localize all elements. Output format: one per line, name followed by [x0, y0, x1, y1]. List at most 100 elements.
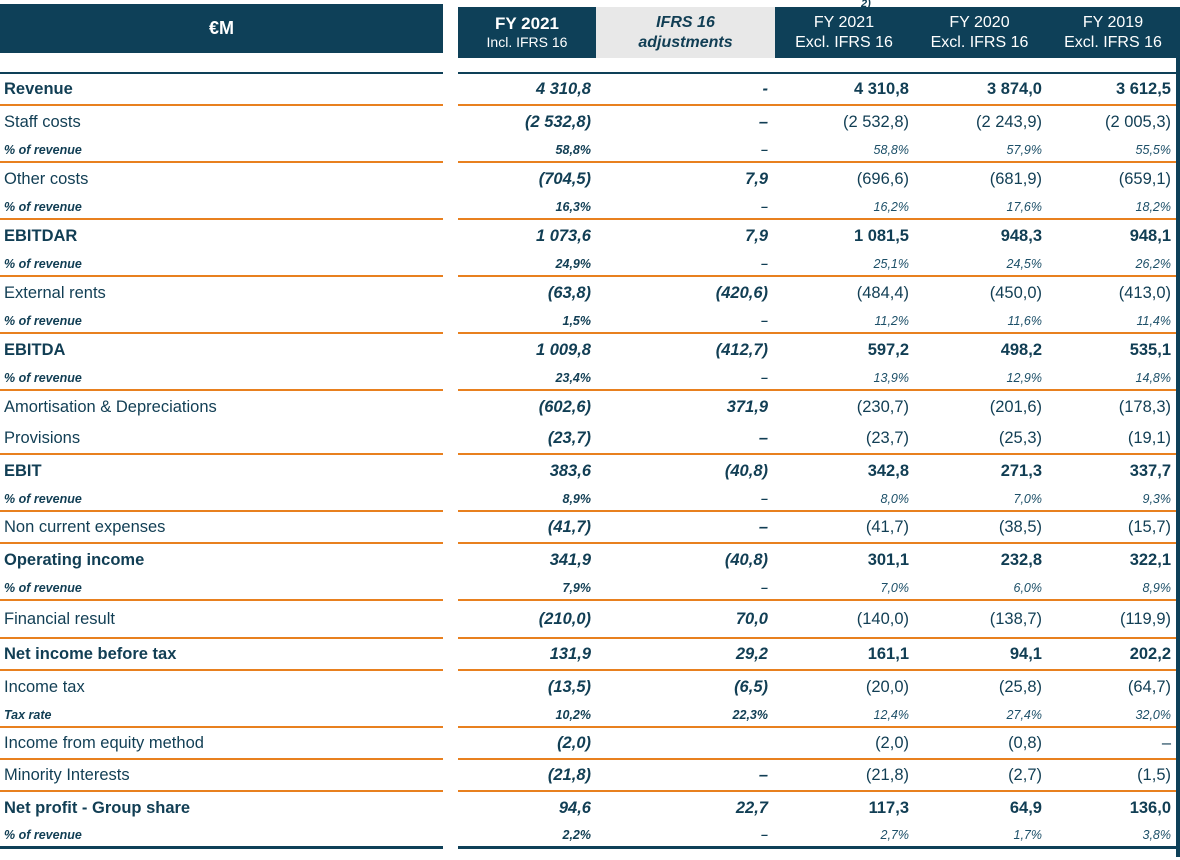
cell-fy2019-excl: 202,2 [1129, 644, 1171, 663]
cell-fy2019-excl: 136,0 [1129, 798, 1171, 817]
table-row: % of revenue 8,9% – 8,0% 7,0% 9,3% [0, 487, 1180, 512]
row-values: 7,9% – 7,0% 6,0% 8,9% [458, 576, 1180, 601]
column-header-line2: Excl. IFRS 16 [930, 33, 1029, 51]
cell-fy2019-excl: 322,1 [1129, 550, 1171, 569]
row-label-panel: Staff costs [0, 106, 443, 138]
row-values: (23,7) – (23,7) (25,3) (19,1) [458, 423, 1180, 455]
row-values: (2 532,8) – (2 532,8) (2 243,9) (2 005,3… [458, 106, 1180, 138]
row-label-panel: Net profit - Group share [0, 792, 443, 824]
unit-label: €M [208, 18, 234, 39]
cell-fy2019-excl: 948,1 [1129, 226, 1171, 245]
table-row: EBITDA 1 009,8 (412,7) 597,2 498,2 535,1 [0, 334, 1180, 366]
cell-fy2021-incl: (2 532,8) [524, 112, 591, 131]
row-label: Tax rate [4, 707, 52, 722]
table-row: Net profit - Group share 94,6 22,7 117,3… [0, 792, 1180, 824]
column-header-line1: IFRS 16 [656, 13, 715, 31]
row-values: (602,6) 371,9 (230,7) (201,6) (178,3) [458, 391, 1180, 423]
row-label-panel: Amortisation & Depreciations [0, 391, 443, 423]
cell-fy2019-excl: (19,1) [1127, 428, 1171, 447]
cell-fy2020-excl: (25,3) [998, 428, 1042, 447]
table-row: Operating income 341,9 (40,8) 301,1 232,… [0, 544, 1180, 576]
cell-fy2021-excl: 342,8 [867, 461, 909, 480]
table-row: Income tax (13,5) (6,5) (20,0) (25,8) (6… [0, 671, 1180, 703]
row-label-panel: Financial result [0, 601, 443, 639]
table-row: Revenue 4 310,8 - 4 310,8 3 874,0 3 612,… [0, 74, 1180, 106]
table-row: Income from equity method (2,0) (2,0) (0… [0, 728, 1180, 760]
cell-fy2021-incl: (63,8) [547, 283, 591, 302]
row-values: 23,4% – 13,9% 12,9% 14,8% [458, 366, 1180, 391]
row-label: Financial result [4, 609, 115, 628]
cell-fy2019-excl: (659,1) [1118, 169, 1171, 188]
row-values: (210,0) 70,0 (140,0) (138,7) (119,9) [458, 601, 1180, 639]
unit-header-cell: €M [0, 4, 443, 53]
cell-fy2021-excl: (696,6) [856, 169, 909, 188]
cell-fy2019-excl: 18,2% [1135, 199, 1171, 214]
cell-fy2019-excl: (2 005,3) [1104, 112, 1171, 131]
header-separator [0, 66, 1180, 74]
cell-fy2020-excl: (0,8) [1008, 733, 1042, 752]
cell-fy2020-excl: 24,5% [1006, 256, 1042, 271]
cell-fy2021-incl: (23,7) [547, 428, 591, 447]
cell-fy2020-excl: (681,9) [989, 169, 1042, 188]
cell-fy2019-excl: (413,0) [1118, 283, 1171, 302]
cell-fy2021-incl: (210,0) [538, 609, 591, 628]
cell-fy2019-excl: 26,2% [1135, 256, 1171, 271]
cell-fy2021-incl: 16,3% [555, 199, 591, 214]
cell-fy2021-excl: 117,3 [868, 798, 909, 817]
row-label-panel: Net income before tax [0, 639, 443, 671]
column-gap [443, 512, 458, 544]
cell-fy2021-excl: 11,2% [874, 313, 909, 328]
cell-fy2021-excl: (2 532,8) [842, 112, 909, 131]
cell-fy2020-excl: 11,6% [1007, 313, 1042, 328]
row-label-panel: External rents [0, 277, 443, 309]
table-row: % of revenue 16,3% – 16,2% 17,6% 18,2% [0, 195, 1180, 220]
column-header-line1: FY 2021 [495, 14, 559, 34]
cell-fy2021-excl: 597,2 [867, 340, 909, 359]
row-label: Staff costs [4, 112, 81, 131]
column-gap [443, 138, 458, 163]
row-values: 383,6 (40,8) 342,8 271,3 337,7 [458, 455, 1180, 487]
row-label: % of revenue [4, 370, 82, 385]
table-row: Amortisation & Depreciations (602,6) 371… [0, 391, 1180, 423]
cell-ifrs16-adjustments: – [761, 828, 768, 842]
row-label: % of revenue [4, 142, 82, 157]
cell-fy2019-excl: 8,9% [1142, 580, 1172, 595]
column-header-fy2019-excl: FY 2019 Excl. IFRS 16 [1046, 7, 1180, 58]
column-header-line2: Excl. IFRS 16 [1064, 33, 1162, 51]
row-label: % of revenue [4, 491, 82, 506]
column-gap [443, 309, 458, 334]
cell-fy2021-excl: (21,8) [865, 765, 909, 784]
row-label: Income from equity method [4, 733, 204, 752]
row-label-panel: % of revenue [0, 576, 443, 601]
table-row: Provisions (23,7) – (23,7) (25,3) (19,1) [0, 423, 1180, 455]
cell-fy2020-excl: 94,1 [1009, 644, 1042, 663]
cell-fy2021-excl: 8,0% [880, 491, 910, 506]
footnote-marker: 2) [861, 0, 871, 10]
cell-ifrs16-adjustments: 29,2 [735, 644, 768, 663]
row-label-panel: Income tax [0, 671, 443, 703]
row-label: EBIT [4, 461, 42, 480]
column-gap [443, 366, 458, 391]
row-label: EBITDA [4, 340, 66, 359]
cell-fy2019-excl: – [1161, 733, 1171, 752]
cell-fy2020-excl: 3 874,0 [986, 79, 1042, 98]
row-values: (704,5) 7,9 (696,6) (681,9) (659,1) [458, 163, 1180, 195]
cell-fy2020-excl: (25,8) [998, 677, 1042, 696]
header-separator-left [0, 66, 443, 74]
row-label-panel: Income from equity method [0, 728, 443, 760]
table-row: Financial result (210,0) 70,0 (140,0) (1… [0, 601, 1180, 639]
cell-fy2021-excl: 161,1 [867, 644, 909, 663]
table-row: Other costs (704,5) 7,9 (696,6) (681,9) … [0, 163, 1180, 195]
table-row: % of revenue 24,9% – 25,1% 24,5% 26,2% [0, 252, 1180, 277]
row-values: 94,6 22,7 117,3 64,9 136,0 [458, 792, 1180, 824]
cell-ifrs16-adjustments: – [761, 491, 768, 506]
cell-fy2020-excl: 271,3 [1000, 461, 1042, 480]
cell-fy2021-incl: (2,0) [557, 733, 591, 752]
column-gap [443, 106, 458, 138]
cell-fy2020-excl: (450,0) [989, 283, 1042, 302]
row-label: External rents [4, 283, 106, 302]
cell-fy2021-excl: 2,7% [880, 828, 910, 842]
table-body: Revenue 4 310,8 - 4 310,8 3 874,0 3 612,… [0, 74, 1180, 849]
cell-fy2020-excl: (2 243,9) [975, 112, 1042, 131]
